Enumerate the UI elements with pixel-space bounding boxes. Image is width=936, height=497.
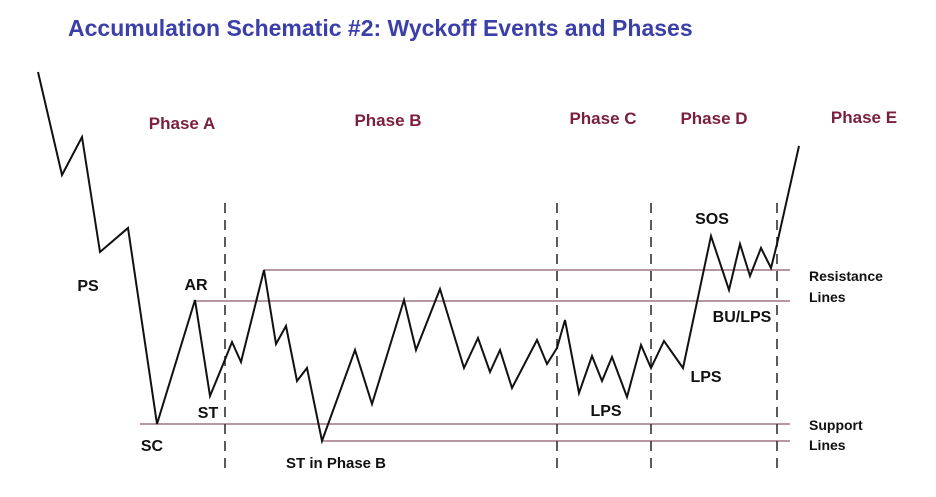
event-ar: AR [184, 277, 208, 294]
event-ps: PS [77, 278, 99, 295]
event-st-in-phase-b: ST in Phase B [286, 455, 386, 472]
phase-c-label: Phase C [569, 109, 636, 128]
event-lps-phase-d: LPS [690, 369, 721, 386]
event-bu-lps: BU/LPS [713, 309, 772, 326]
event-sos: SOS [695, 211, 729, 228]
phase-a-label: Phase A [149, 114, 215, 133]
support-label-2: Lines [809, 437, 846, 453]
support-label-1: Support [809, 417, 863, 433]
resistance-label-1: Resistance [809, 268, 883, 284]
phase-b-label: Phase B [354, 111, 421, 130]
phase-e-label: Phase E [831, 108, 897, 127]
event-sc: SC [141, 438, 164, 455]
resistance-label-2: Lines [809, 289, 846, 305]
price-path [37, 71, 800, 445]
event-lps-phase-c: LPS [590, 403, 621, 420]
event-st: ST [198, 405, 219, 422]
phase-d-label: Phase D [680, 109, 747, 128]
diagram-title: Accumulation Schematic #2: Wyckoff Event… [68, 15, 693, 41]
